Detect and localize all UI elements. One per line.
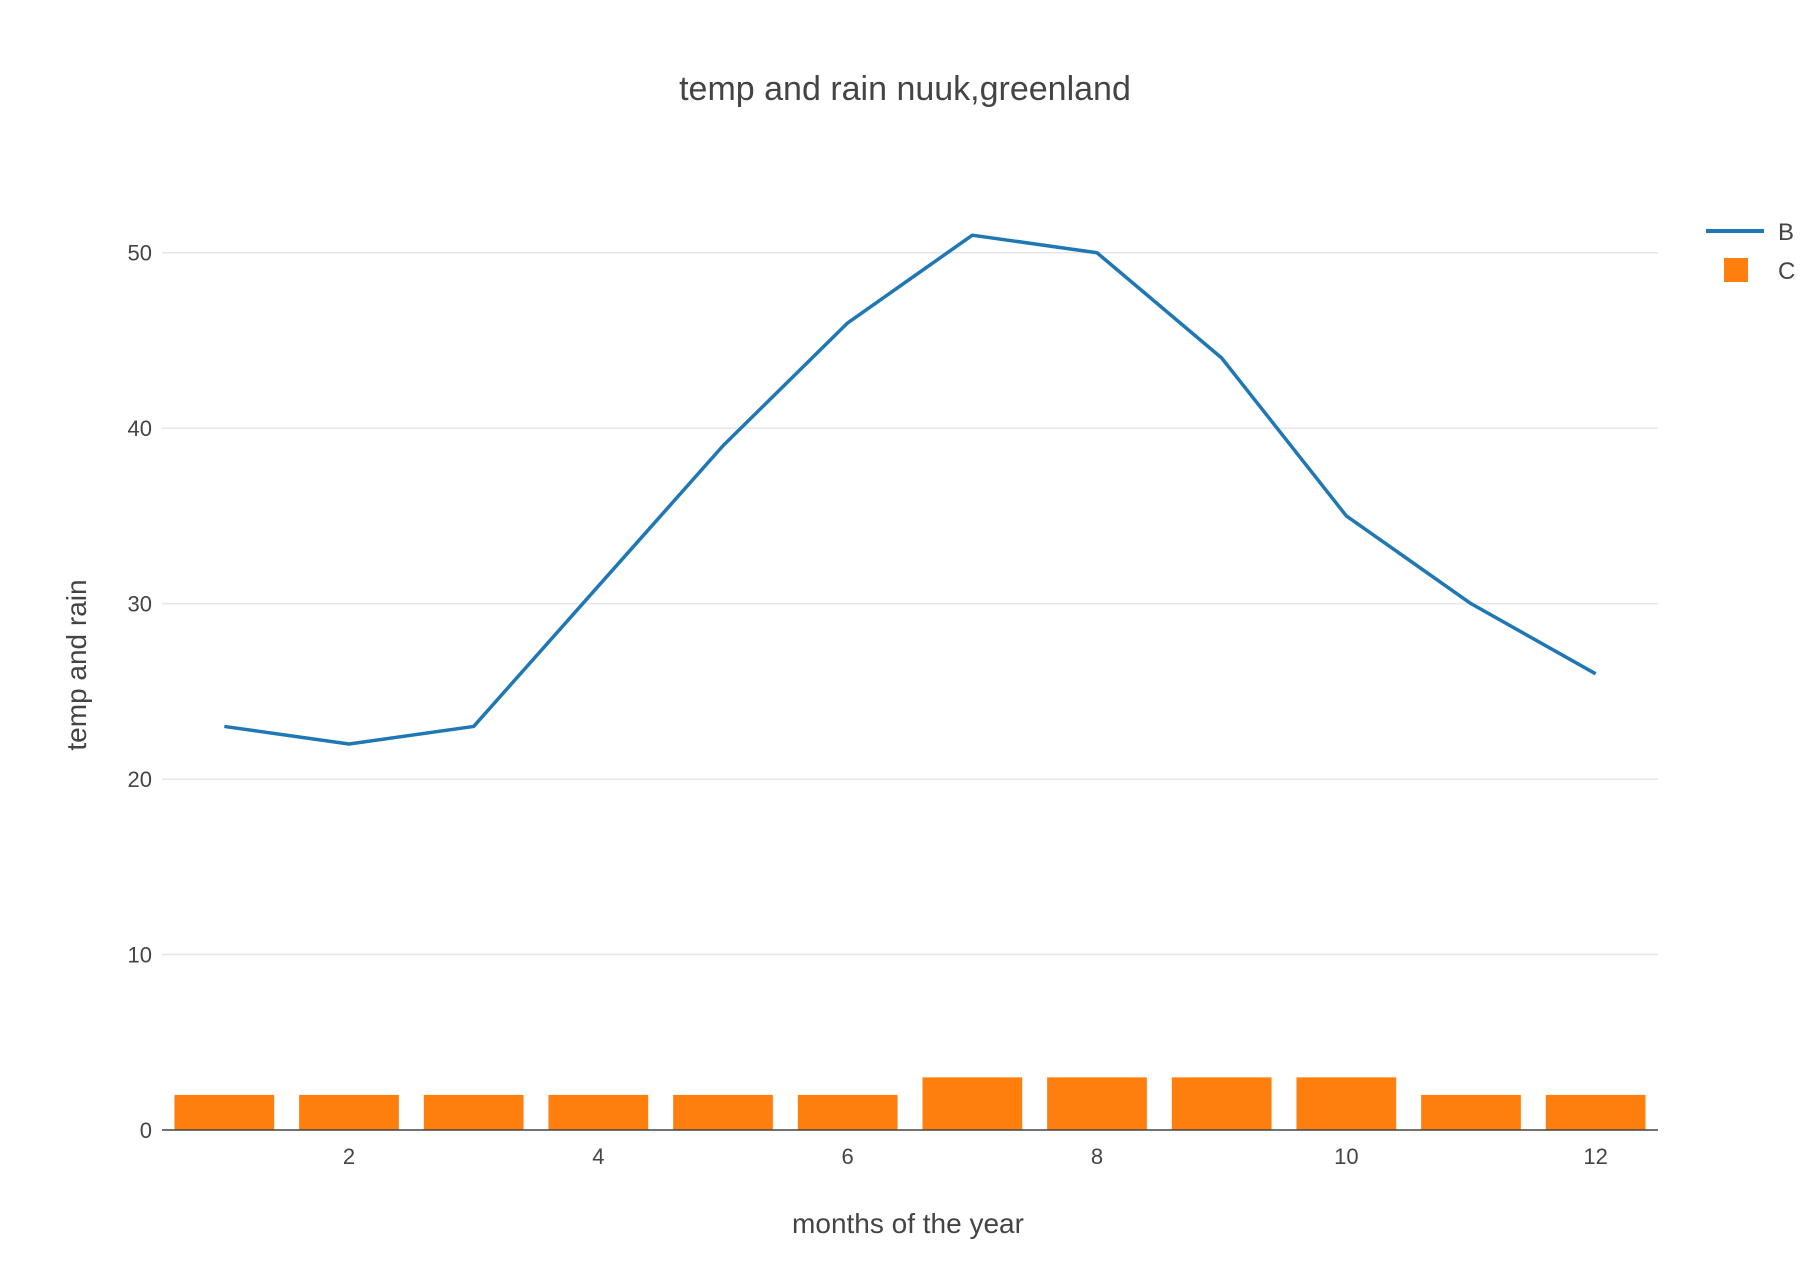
series-line-b: [224, 233, 1597, 746]
x-tick-labels: 2 4 6 8 10 12: [343, 1144, 1608, 1169]
bar: [673, 1094, 773, 1130]
x-tick-label: 12: [1583, 1144, 1607, 1169]
x-tick-label: 10: [1334, 1144, 1358, 1169]
grid-lines: [162, 251, 1658, 956]
bar: [299, 1094, 399, 1130]
x-tick-label: 6: [842, 1144, 854, 1169]
bar: [548, 1094, 649, 1130]
bar: [1296, 1077, 1397, 1130]
bar-series: [174, 1077, 1646, 1130]
bar: [797, 1094, 898, 1130]
y-tick-label: 0: [140, 1118, 152, 1143]
y-tick-label: 30: [128, 592, 152, 617]
bar: [1421, 1094, 1521, 1130]
bar: [1545, 1094, 1646, 1130]
legend-swatch-c: [1724, 258, 1748, 282]
legend-label-b: B: [1778, 219, 1794, 246]
bar: [423, 1094, 524, 1130]
x-tick-label: 2: [343, 1144, 355, 1169]
chart-title: temp and rain nuuk,greenland: [679, 70, 1131, 108]
y-tick-label: 20: [128, 767, 152, 792]
x-tick-label: 8: [1091, 1144, 1103, 1169]
bar: [1047, 1077, 1147, 1130]
bar: [922, 1077, 1023, 1130]
bar: [1171, 1077, 1272, 1130]
legend: BC: [1706, 219, 1795, 285]
bar: [174, 1094, 275, 1130]
y-axis-title: temp and rain: [61, 579, 92, 750]
x-tick-label: 4: [592, 1144, 604, 1169]
legend-label-c: C: [1778, 258, 1795, 285]
y-tick-label: 50: [128, 241, 152, 266]
line-series: [224, 233, 1597, 746]
y-tick-label: 40: [128, 416, 152, 441]
y-tick-label: 10: [128, 943, 152, 968]
y-tick-labels: 0 10 20 30 40 50: [128, 241, 152, 1143]
x-axis-title: months of the year: [792, 1208, 1024, 1239]
